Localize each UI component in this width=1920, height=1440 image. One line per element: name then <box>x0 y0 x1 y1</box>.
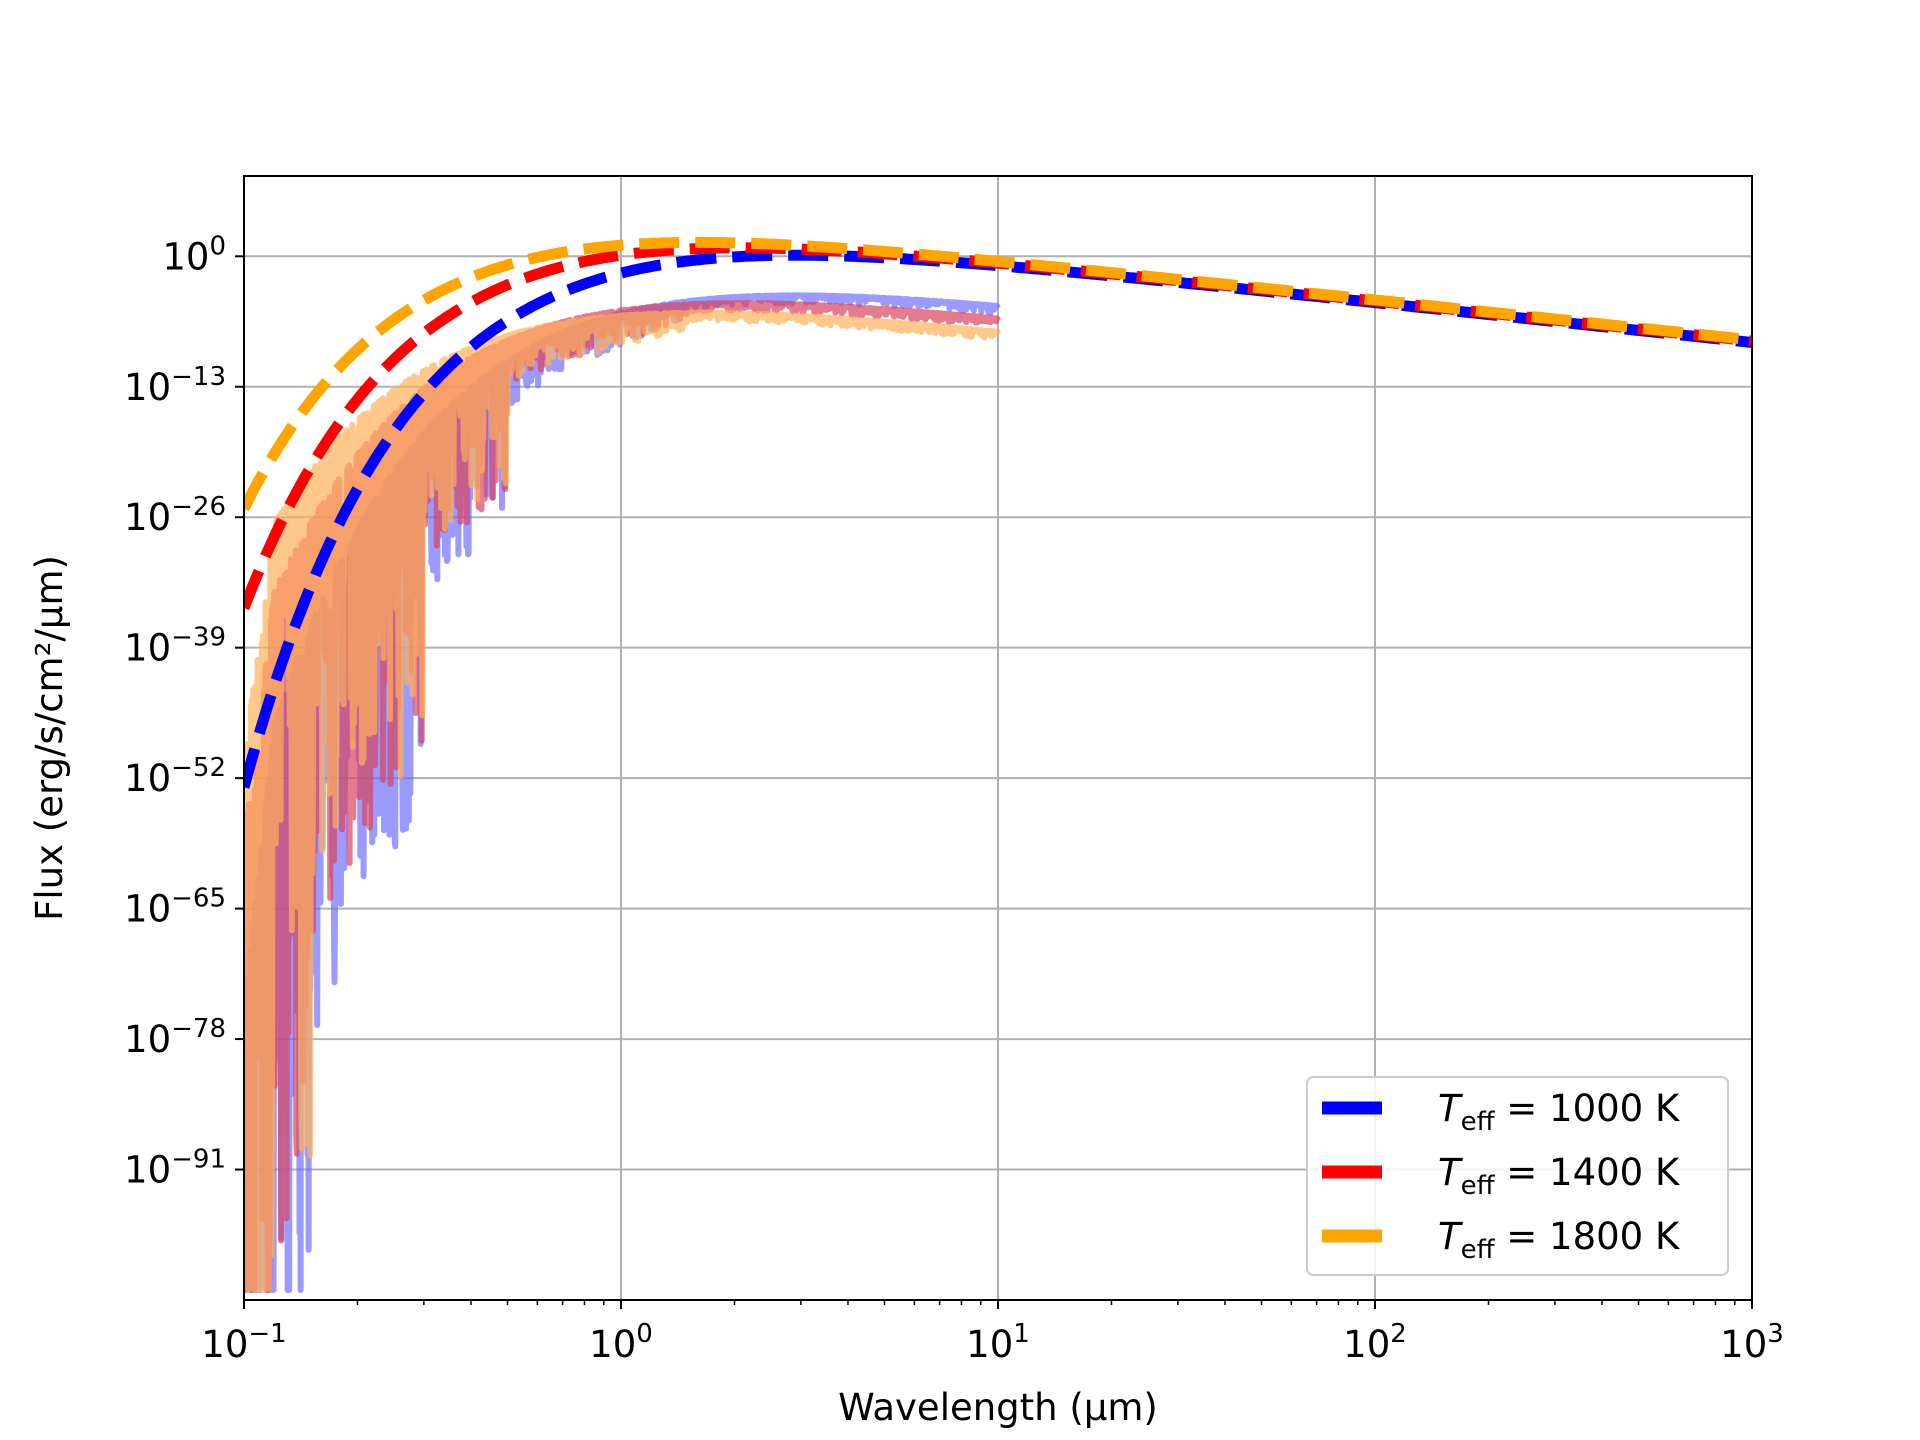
y-tick-label: 10−78 <box>124 1014 226 1061</box>
x-tick-label: 101 <box>966 1319 1030 1366</box>
y-tick-label: 10−26 <box>124 492 226 539</box>
legend-box <box>1306 1076 1729 1276</box>
y-axis-title: Flux (erg/s/cm²/μm) <box>28 555 71 921</box>
y-tick-label: 10−13 <box>124 362 226 409</box>
y-tick-label: 10−52 <box>124 753 226 800</box>
legend-label-1400k: Teff = 1400 K <box>1438 1151 1681 1201</box>
y-axis: 100 10−13 10−26 10−39 10−52 10−65 10−78 10−91 <box>124 231 244 1192</box>
y-tick-label: 10−65 <box>124 884 226 931</box>
legend-label-1000k: Teff = 1000 K <box>1438 1087 1681 1137</box>
spectra-group <box>244 292 1001 1293</box>
y-tick-label: 10−39 <box>124 623 226 670</box>
y-tick-label: 10−91 <box>124 1145 226 1192</box>
x-tick-label: 10−1 <box>201 1319 286 1366</box>
legend-label-1800k: Teff = 1800 K <box>1438 1215 1681 1265</box>
series-line-1000k <box>244 249 1752 789</box>
y-tick-label: 100 <box>162 231 226 278</box>
x-tick-label: 103 <box>1720 1319 1784 1366</box>
series-line-1800k <box>244 236 1752 512</box>
blackbody-curves <box>244 236 1752 789</box>
x-tick-label: 100 <box>589 1319 653 1366</box>
legend: Teff = 1000 K Teff = 1400 K Teff = 1800 K <box>1306 1076 1729 1276</box>
spectrum-1800k <box>244 309 1001 1293</box>
x-axis-title: Wavelength (μm) <box>838 1386 1158 1429</box>
x-axis: 10−1 100 101 102 103 <box>201 1300 1784 1366</box>
x-tick-label: 102 <box>1343 1319 1407 1366</box>
